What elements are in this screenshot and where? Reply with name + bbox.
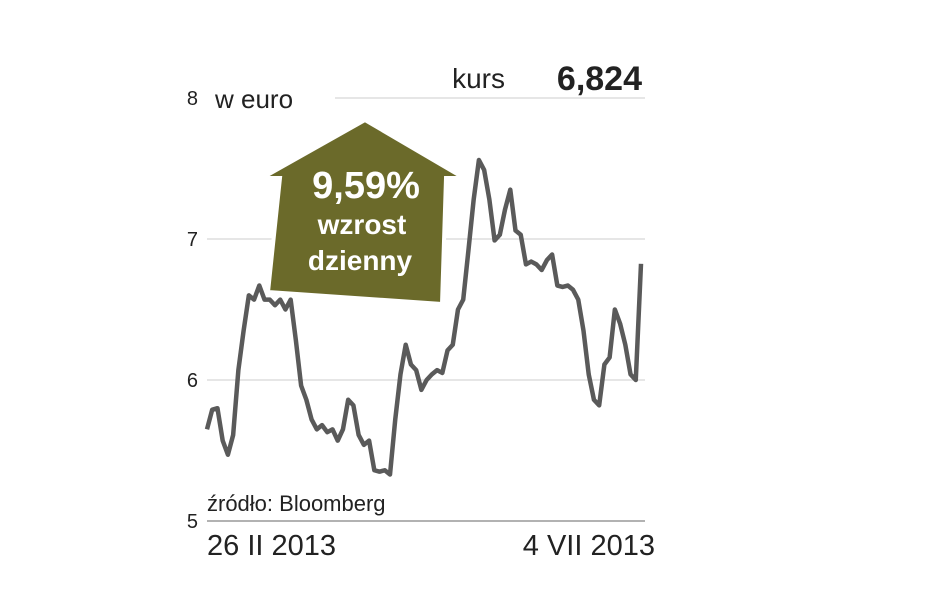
badge-percent: 9,59% (312, 165, 420, 207)
badge-line1: wzrost (317, 209, 407, 240)
source: źródło: Bloomberg (207, 491, 386, 516)
y-tick-label: 6 (187, 370, 198, 392)
x-tick-label: 4 VII 2013 (523, 530, 655, 562)
y-tick-label: 8 (187, 88, 198, 110)
kurs-label: kurs (452, 63, 505, 94)
y-tick-label: 5 (187, 511, 198, 533)
badge-line2: dzienny (308, 245, 413, 276)
y-axis-label: w euro (214, 84, 293, 114)
y-tick-label: 7 (187, 229, 198, 251)
badge: 9,59% wzrost dzienny (254, 117, 472, 307)
kurs-value: 6,824 (557, 60, 642, 98)
plot: 5 6 7 8 26 II 2013 4 VII 2013 (187, 88, 655, 562)
badge-arrow (254, 117, 472, 307)
x-tick-label: 26 II 2013 (207, 530, 336, 562)
price-line (204, 157, 644, 477)
